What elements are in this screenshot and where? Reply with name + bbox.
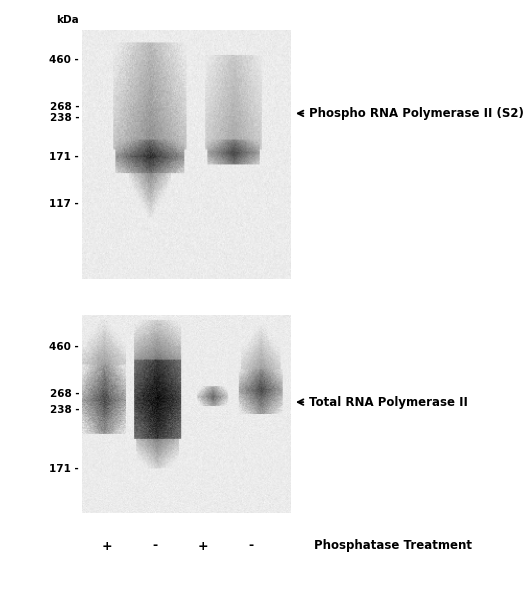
Text: Phospho RNA Polymerase II (S2): Phospho RNA Polymerase II (S2): [298, 107, 524, 120]
Text: 460 -: 460 -: [50, 55, 79, 65]
Text: 268 -: 268 -: [50, 102, 79, 112]
Text: +: +: [101, 539, 112, 553]
Text: Phosphatase Treatment: Phosphatase Treatment: [314, 539, 472, 553]
Text: 171 -: 171 -: [50, 464, 79, 475]
Text: -: -: [152, 539, 157, 553]
Text: 171 -: 171 -: [50, 152, 79, 162]
Text: 460 -: 460 -: [50, 341, 79, 352]
Text: kDa: kDa: [56, 15, 79, 25]
Text: 238 -: 238 -: [50, 405, 79, 415]
Text: 238 -: 238 -: [50, 113, 79, 124]
Text: +: +: [197, 539, 208, 553]
Text: 117 -: 117 -: [50, 199, 79, 209]
Text: -: -: [248, 539, 253, 553]
Text: 268 -: 268 -: [50, 389, 79, 399]
Text: Total RNA Polymerase II: Total RNA Polymerase II: [298, 395, 468, 409]
